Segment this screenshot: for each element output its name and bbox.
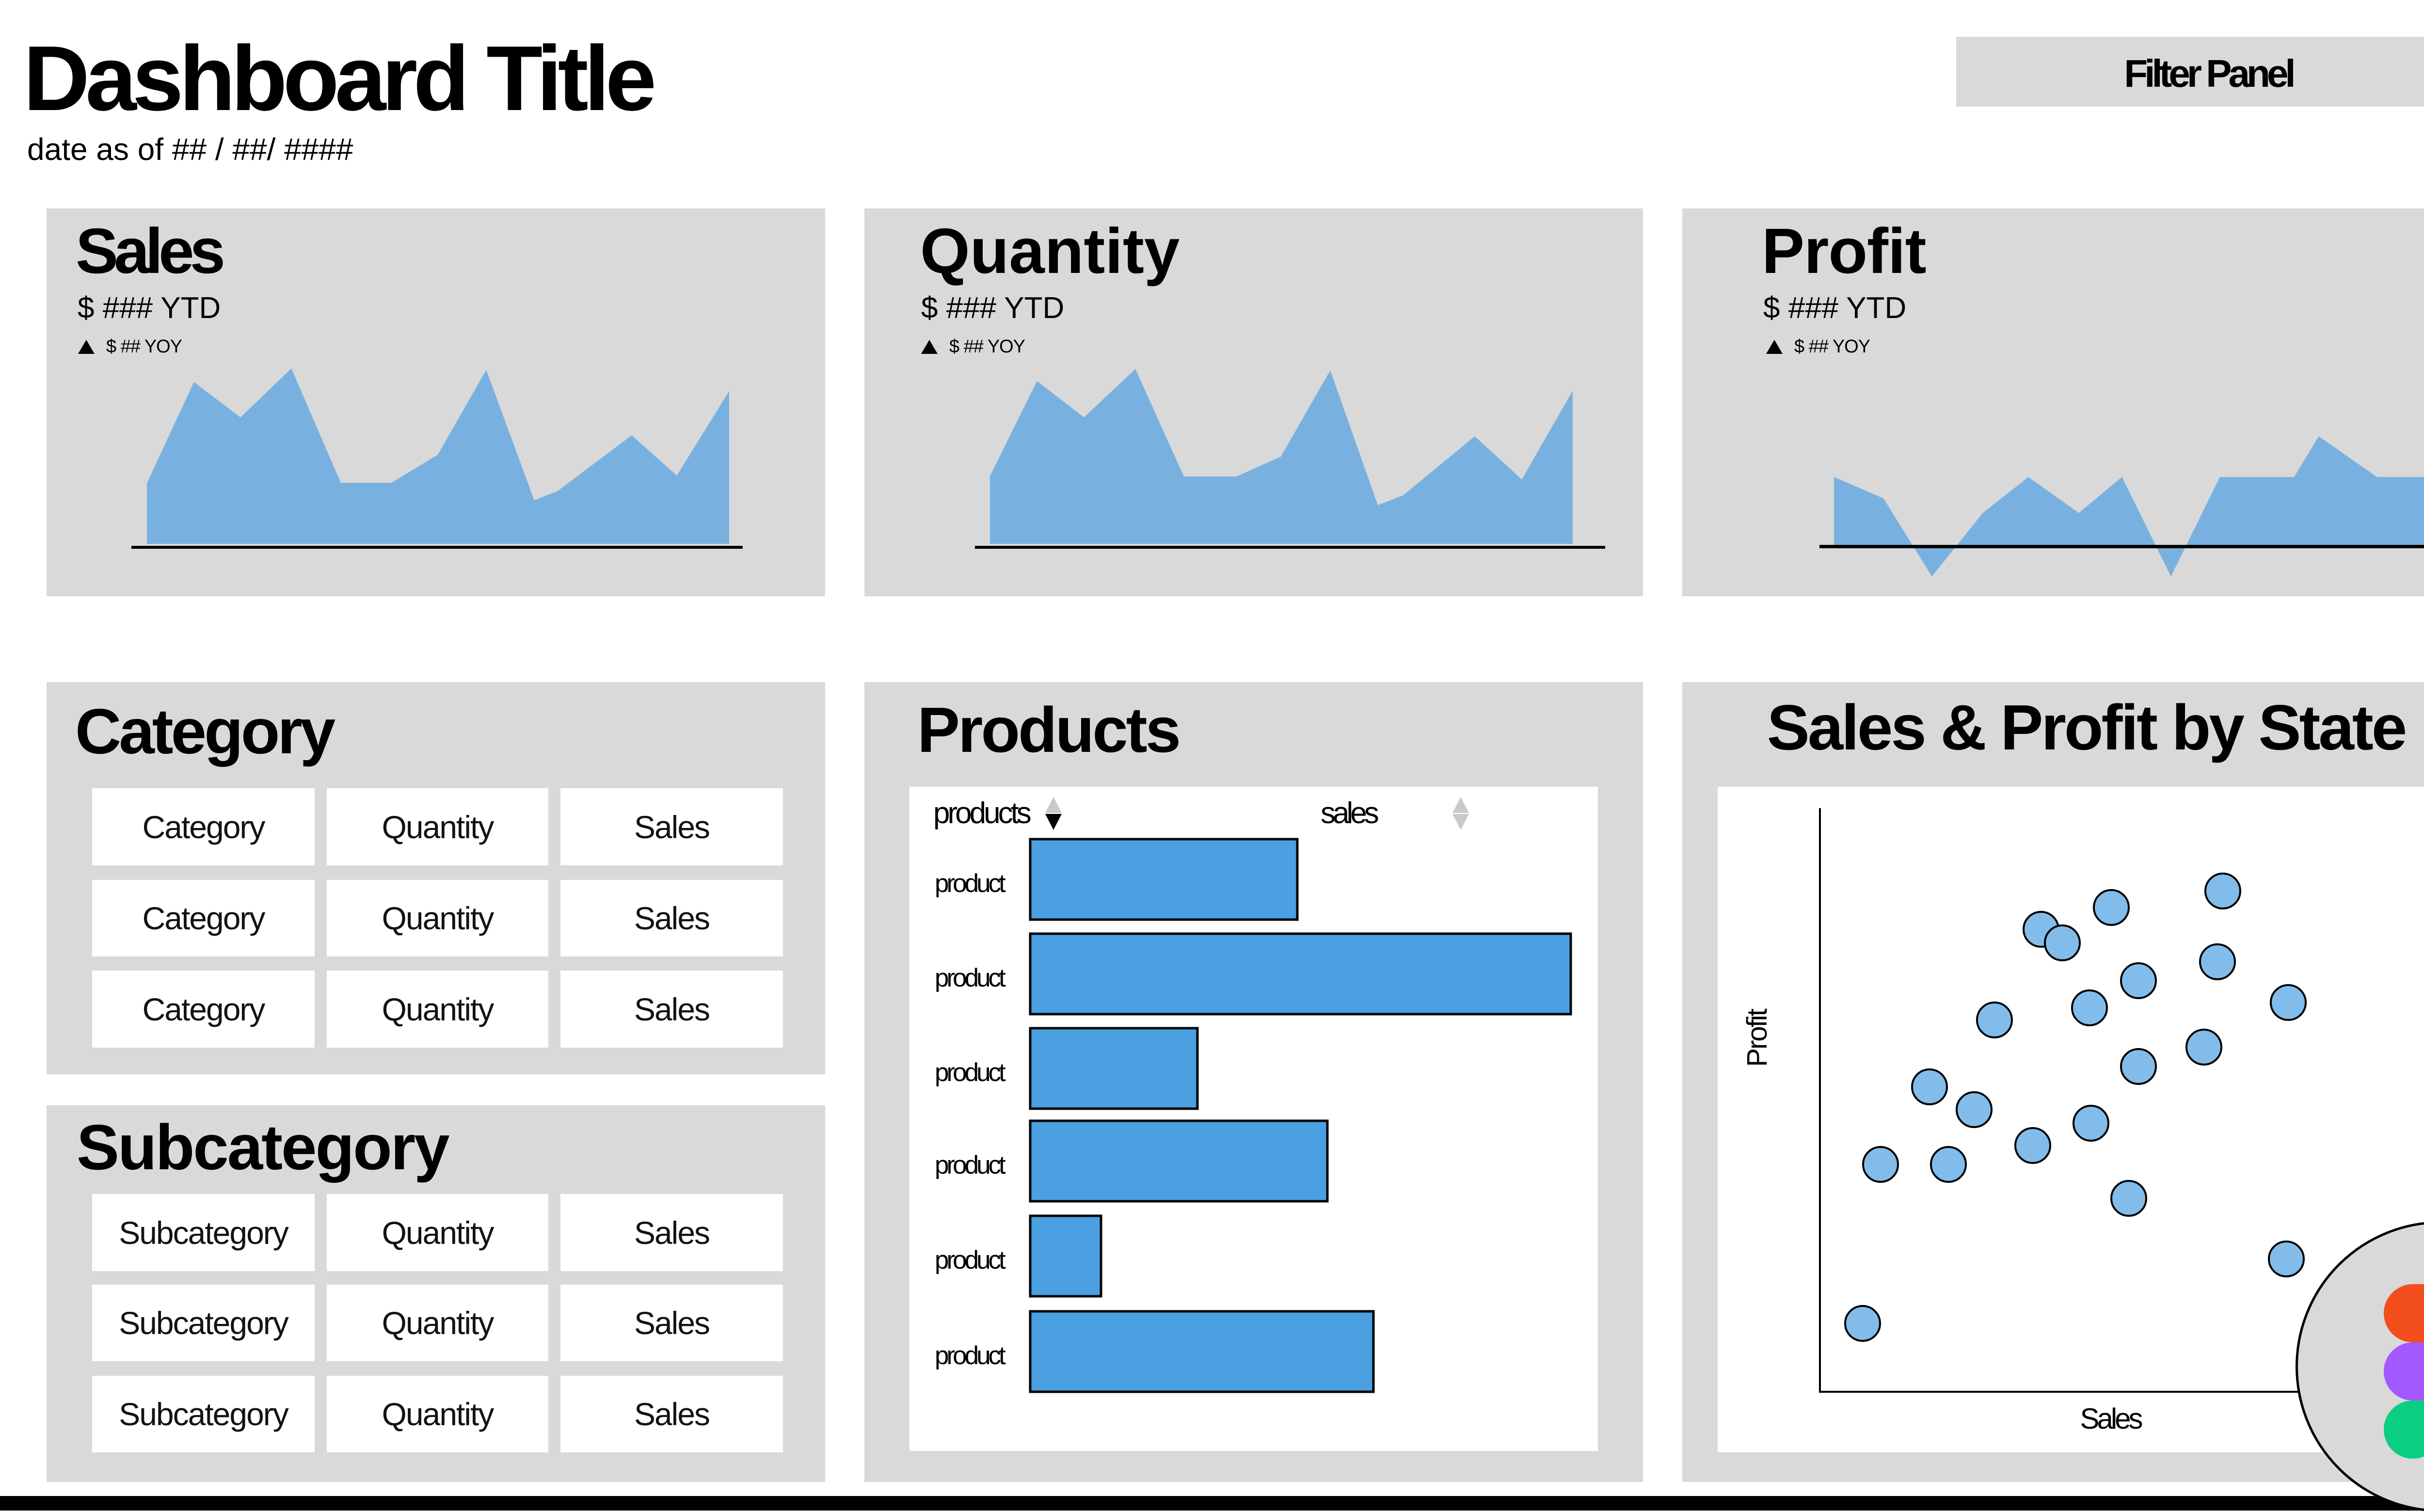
svg-text:product: product bbox=[935, 1246, 1006, 1274]
svg-text:Sales: Sales bbox=[2080, 1402, 2142, 1435]
svg-text:products: products bbox=[933, 796, 1031, 830]
svg-text:product: product bbox=[935, 1058, 1006, 1087]
svg-text:product: product bbox=[935, 1341, 1006, 1370]
svg-text:product: product bbox=[935, 964, 1006, 992]
svg-text:product: product bbox=[935, 869, 1006, 898]
svg-text:product: product bbox=[935, 1151, 1006, 1179]
svg-text:Profit: Profit bbox=[1741, 1008, 1773, 1066]
svg-text:sales: sales bbox=[1321, 796, 1378, 830]
